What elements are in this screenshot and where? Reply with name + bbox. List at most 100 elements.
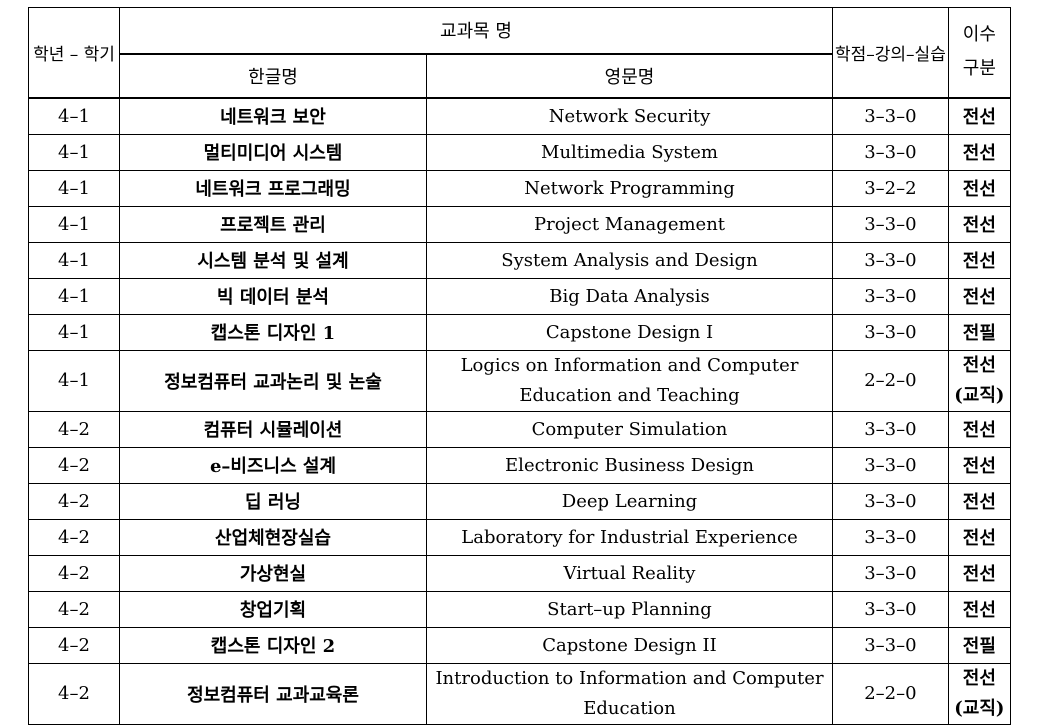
table-row: 4–1 프로젝트 관리 Project Management 3–3–0 전선 <box>28 205 1011 243</box>
korean-name-cell: 산업체현장실습 <box>119 518 427 556</box>
table-row: 4–1 캡스톤 디자인 1 Capstone Design I 3–3–0 전필 <box>28 313 1011 351</box>
credit-hours-cell: 3–3–0 <box>832 313 949 351</box>
korean-name-cell: 정보컴퓨터 교과교육론 <box>119 662 427 725</box>
completion-type-cell: 전선 <box>947 241 1011 279</box>
english-name-cell: Virtual Reality <box>426 554 833 592</box>
completion-type-cell: 전선 <box>947 518 1011 556</box>
english-name-cell: Deep Learning <box>426 482 833 520</box>
table-row: 4–1 빅 데이터 분석 Big Data Analysis 3–3–0 전선 <box>28 277 1011 315</box>
completion-type-line1: 전선 <box>962 251 996 272</box>
table-row: 4–2 창업기획 Start–up Planning 3–3–0 전선 <box>28 590 1011 628</box>
completion-type-cell: 전필 <box>947 313 1011 351</box>
english-name-line1: Network Programming <box>524 177 735 199</box>
curriculum-table: 학년 – 학기 교과목 명 학점–강의–실습 이수 구분 한글명 영문명 4–1… <box>28 7 1011 725</box>
credit-hours-cell: 3–3–0 <box>832 410 949 448</box>
credit-hours-cell: 2–2–0 <box>832 662 949 725</box>
korean-name-cell: 캡스톤 디자인 1 <box>119 313 427 351</box>
english-name-cell: Capstone Design I <box>426 313 833 351</box>
english-name-line1: Virtual Reality <box>563 562 696 584</box>
course-rows: 4–1 네트워크 보안 Network Security 3–3–0 전선 4–1 멀티미디… <box>28 97 1011 725</box>
korean-name-header: 한글명 <box>119 53 427 99</box>
term-cell: 4–2 <box>28 662 120 725</box>
credit-hours-cell: 3–3–0 <box>832 97 949 135</box>
term-cell: 4–1 <box>28 97 120 135</box>
term-cell: 4–1 <box>28 277 120 315</box>
english-name-line1: Project Management <box>533 213 726 235</box>
table-row: 4–1 멀티미디어 시스템 Multimedia System 3–3–0 전선 <box>28 133 1011 171</box>
english-name-line1: Big Data Analysis <box>549 285 710 307</box>
table-row: 4–2 e–비즈니스 설계 Electronic Business Design 3–… <box>28 446 1011 484</box>
completion-type-line1: 전선 <box>962 215 996 236</box>
credit-hours-cell: 2–2–0 <box>832 349 949 412</box>
credit-hours-cell: 3–3–0 <box>832 205 949 243</box>
completion-type-cell: 전선 <box>947 554 1011 592</box>
completion-type-line1: 전필 <box>962 323 996 344</box>
completion-type-cell: 전필 <box>947 626 1011 664</box>
korean-name-cell: 캡스톤 디자인 2 <box>119 626 427 664</box>
completion-type-cell: 전선 (교직) <box>947 662 1011 725</box>
completion-type-cell: 전선 <box>947 169 1011 207</box>
english-name-line1: Capstone Design I <box>545 321 714 343</box>
credit-hours-cell: 3–3–0 <box>832 482 949 520</box>
completion-type-line1: 전선 <box>962 143 996 164</box>
credit-hours-cell: 3–3–0 <box>832 590 949 628</box>
completion-type-line1: 전선 <box>962 492 996 513</box>
english-name-line1: Logics on Information and Computer <box>460 354 799 376</box>
english-name-line2: Education and Teaching <box>519 384 740 406</box>
credit-hours-cell: 3–3–0 <box>832 626 949 664</box>
table-row: 4–2 정보컴퓨터 교과교육론 Introduction to Informatio… <box>28 662 1011 725</box>
english-name-cell: Electronic Business Design <box>426 446 833 484</box>
english-name-cell: Laboratory for Industrial Experience <box>426 518 833 556</box>
english-name-header: 영문명 <box>426 53 833 99</box>
english-name-line1: Capstone Design II <box>542 634 717 656</box>
english-name-cell: Computer Simulation <box>426 410 833 448</box>
korean-name-cell: 가상현실 <box>119 554 427 592</box>
term-cell: 4–2 <box>28 410 120 448</box>
completion-type-line2: (교직) <box>954 384 1005 406</box>
term-cell: 4–2 <box>28 518 120 556</box>
english-name-line1: Deep Learning <box>561 490 698 512</box>
term-cell: 4–1 <box>28 241 120 279</box>
term-cell: 4–2 <box>28 626 120 664</box>
term-cell: 4–2 <box>28 446 120 484</box>
credit-hours-cell: 3–3–0 <box>832 446 949 484</box>
completion-type-header-line1: 이수 <box>962 24 996 46</box>
completion-type-line1: 전필 <box>962 636 996 657</box>
korean-name-cell: 컴퓨터 시뮬레이션 <box>119 410 427 448</box>
credit-hours-cell: 3–3–0 <box>832 554 949 592</box>
table-row: 4–1 정보컴퓨터 교과논리 및 논술 Logics on Information … <box>28 349 1011 412</box>
korean-name-cell: 네트워크 보안 <box>119 97 427 135</box>
table-row: 4–2 가상현실 Virtual Reality 3–3–0 전선 <box>28 554 1011 592</box>
credit-hours-cell: 3–3–0 <box>832 241 949 279</box>
english-name-cell: Introduction to Information and Computer… <box>426 662 833 725</box>
korean-name-cell: e–비즈니스 설계 <box>119 446 427 484</box>
completion-type-cell: 전선 <box>947 446 1011 484</box>
completion-type-cell: 전선 <box>947 205 1011 243</box>
english-name-cell: Logics on Information and Computer Educat… <box>426 349 833 412</box>
completion-type-line1: 전선 <box>962 456 996 477</box>
table-row: 4–2 딥 러닝 Deep Learning 3–3–0 전선 <box>28 482 1011 520</box>
english-name-cell: Network Security <box>426 97 833 135</box>
table-row: 4–1 네트워크 보안 Network Security 3–3–0 전선 <box>28 97 1011 135</box>
completion-type-line1: 전선 <box>962 667 996 689</box>
completion-type-line1: 전선 <box>962 564 996 585</box>
table-row: 4–2 산업체현장실습 Laboratory for Industrial Expe… <box>28 518 1011 556</box>
completion-type-header: 이수 구분 <box>947 7 1011 99</box>
completion-type-line1: 전선 <box>962 179 996 200</box>
table-row: 4–2 컴퓨터 시뮬레이션 Computer Simulation 3–3–0 전선 <box>28 410 1011 448</box>
english-name-line1: System Analysis and Design <box>501 249 758 271</box>
credit-hours-cell: 3–3–0 <box>832 133 949 171</box>
year-semester-header: 학년 – 학기 <box>28 7 120 99</box>
term-cell: 4–1 <box>28 133 120 171</box>
korean-name-cell: 딥 러닝 <box>119 482 427 520</box>
english-name-line1: Start–up Planning <box>547 598 712 620</box>
completion-type-line2: (교직) <box>954 697 1005 719</box>
term-cell: 4–2 <box>28 590 120 628</box>
completion-type-cell: 전선 <box>947 482 1011 520</box>
korean-name-cell: 빅 데이터 분석 <box>119 277 427 315</box>
completion-type-cell: 전선 (교직) <box>947 349 1011 412</box>
table-row: 4–1 네트워크 프로그래밍 Network Programming 3–2–2 전선 <box>28 169 1011 207</box>
completion-type-line1: 전선 <box>962 107 996 128</box>
table-row: 4–1 시스템 분석 및 설계 System Analysis and Design… <box>28 241 1011 279</box>
credit-hours-cell: 3–3–0 <box>832 518 949 556</box>
